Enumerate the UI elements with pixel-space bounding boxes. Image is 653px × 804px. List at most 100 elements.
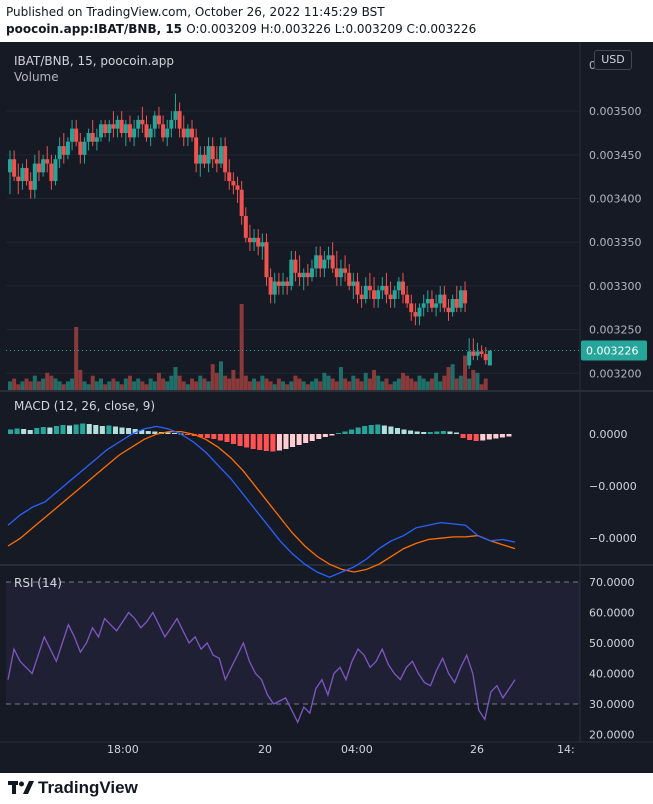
candle-body [148,128,153,138]
volume-bar [218,361,223,390]
candle-body [314,255,319,269]
candle-body [206,146,211,164]
volume-bar [475,372,480,390]
macd-hist-bar [80,423,86,434]
macd-hist-bar [421,432,427,434]
volume-bar [413,381,418,390]
price-tick-label: 0 [589,59,596,72]
candle-body [450,299,455,313]
volume-bar [483,378,488,390]
candle-body [107,124,112,133]
macd-hist-bar [53,426,59,434]
candle-body [434,303,439,308]
candle-body [400,281,405,295]
candle-body [380,285,385,291]
volume-bar [136,378,141,390]
volume-bar [8,381,12,390]
macd-hist-bar [126,428,132,434]
candle-body [144,124,149,138]
volume-bar [198,375,203,390]
candle-body [32,163,37,190]
chart-area[interactable]: 0.003500 0.003450 0.003400 0.003350 0.003300… [0,42,653,773]
volume-bar [252,378,257,390]
macd-hist-bar [93,425,99,434]
macd-tick-label: −0.0000 [589,480,637,493]
candle-body [223,146,228,173]
candle-body [305,272,310,278]
volume-bar [194,381,199,390]
candle-body [127,124,132,138]
candle-body [198,154,203,164]
currency-button[interactable]: USD [594,50,632,70]
candle-body [429,299,434,308]
rsi-band [6,582,580,704]
volume-bar [20,381,25,390]
candle-body [413,312,418,317]
macd-hist-bar [132,429,138,434]
candle-body [202,154,207,164]
volume-bar [223,375,228,390]
candle-body [268,277,273,295]
candle-body [156,115,161,125]
volume-bar [425,381,430,390]
candle-body [359,294,364,299]
volume-bar [417,375,422,390]
candle-body [438,294,443,304]
volume-bar [326,375,331,390]
macd-hist-bar [349,429,355,434]
candle-body [243,216,248,238]
macd-hist-bar [250,434,256,449]
volume-bar [70,378,75,390]
candle-body [239,189,244,216]
volume-bar [202,378,207,390]
candle-body [363,285,368,299]
volume-bar [409,378,414,390]
macd-hist-bar [21,429,27,434]
volume-bar [169,375,174,390]
macd-hist-bar [316,434,322,439]
candle-body [181,128,186,138]
volume-bar [442,375,447,390]
macd-hist-bar [40,427,46,434]
macd-hist-bar [388,426,394,434]
macd-hist-bar [329,434,335,436]
candle-body [82,141,87,155]
candle-body [136,119,141,129]
volume-bar [173,367,178,390]
candle-body [70,128,75,142]
rsi-tick-label: 60.0000 [589,607,635,620]
candle-body [355,281,360,295]
macd-hist-bar [473,434,479,441]
candle-body [297,272,302,278]
volume-bar [94,381,99,390]
macd-hist-bar [506,434,512,437]
volume-bar [388,384,393,390]
volume-bar [458,375,463,390]
candle-body [396,281,401,291]
ohlc-values: O:0.003209 H:0.003226 L:0.003209 C:0.003… [186,22,477,36]
price-tick-label: 0.003400 [589,193,642,206]
rsi-tick-label: 50.0000 [589,637,635,650]
time-tick-label: 04:00 [341,743,373,756]
chart-svg[interactable]: 0.003500 0.003450 0.003400 0.003350 0.003300… [0,42,653,773]
macd-hist-bar [204,434,210,438]
candle-body [384,285,389,295]
candle-body [99,124,104,138]
volume-bar [127,375,132,390]
footer: TradingView [0,773,653,804]
volume-bar [119,384,124,390]
candle-body [49,163,54,182]
macd-hist-bar [440,431,446,434]
macd-hist-bar [263,434,269,451]
candle-body [36,163,41,173]
volume-bar [322,372,327,390]
macd-signal-line [7,430,516,573]
tradingview-logo[interactable]: TradingView [8,778,138,798]
price-tick-label: 0.003250 [589,324,642,337]
macd-hist-bar [14,428,20,434]
candle-body [479,351,484,355]
macd-hist-bar [67,425,73,434]
volume-bar [334,381,339,390]
candle-body [483,354,488,361]
volume-label: Volume [14,70,59,84]
